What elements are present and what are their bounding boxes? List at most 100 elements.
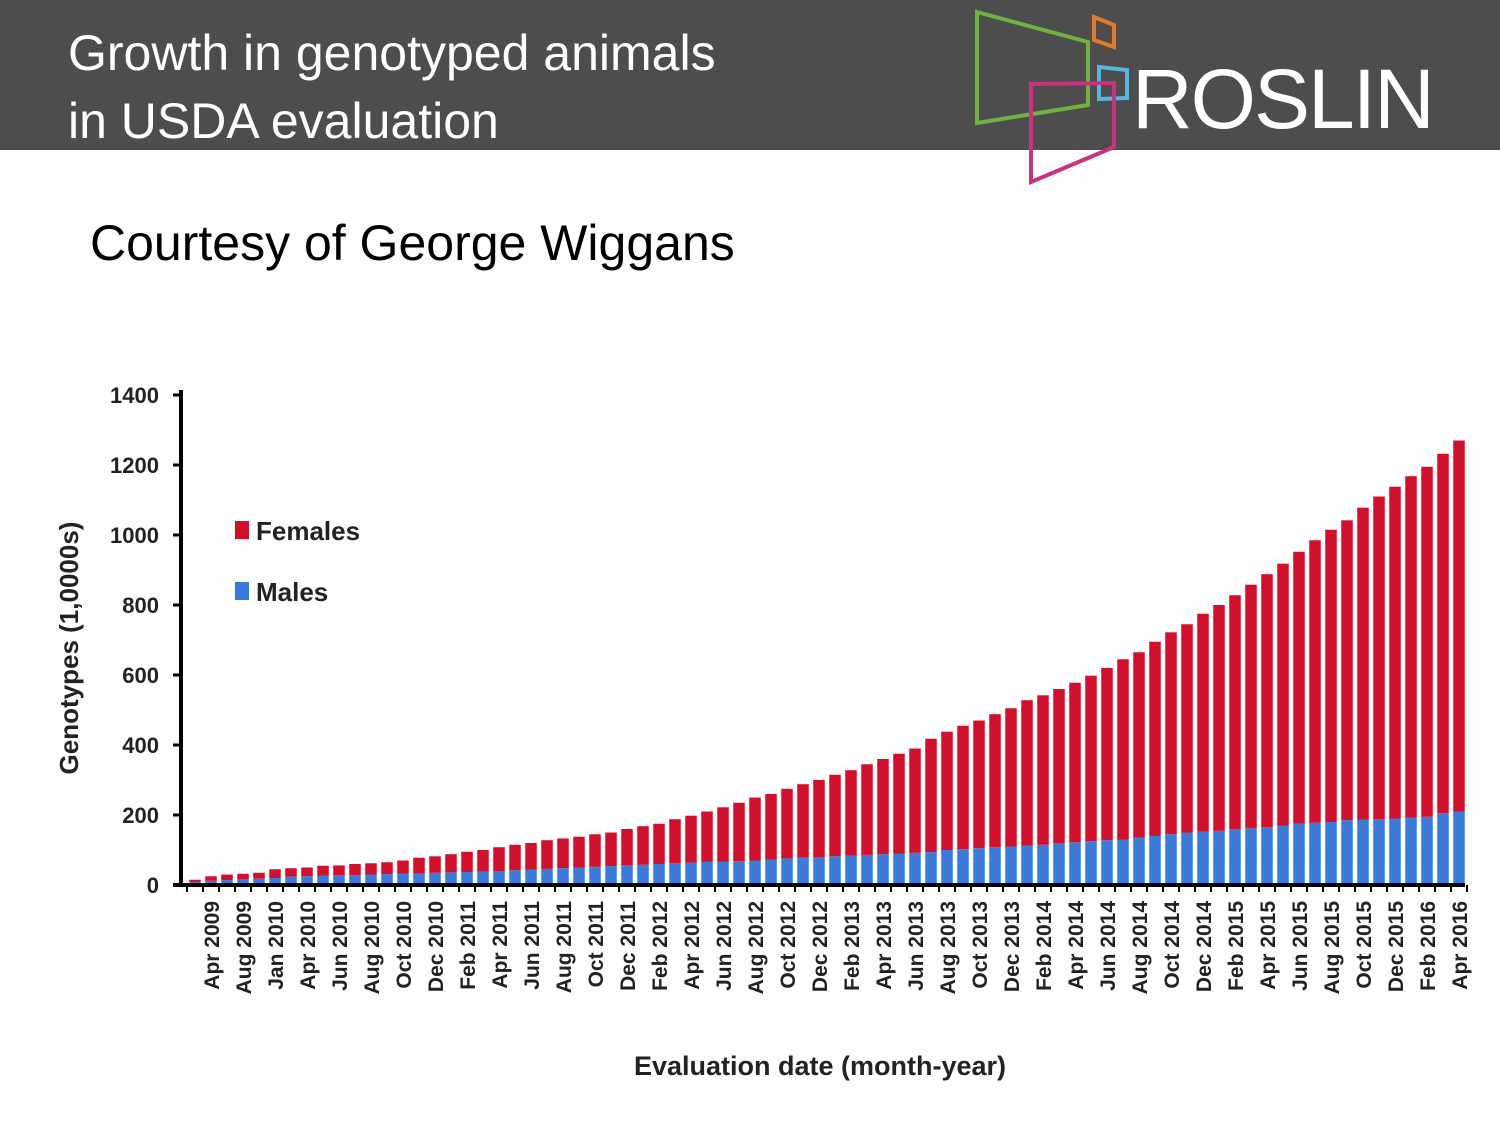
bar-segment (893, 753, 905, 854)
x-tick-label: Feb 2011 (457, 901, 480, 990)
x-tick-label: Dec 2013 (1001, 901, 1024, 992)
logo-text: ROSLIN (1132, 52, 1433, 146)
bar-segment (733, 802, 745, 862)
x-tick-label: Jun 2012 (713, 901, 736, 991)
bar-segment (1037, 844, 1049, 885)
x-tick-label: Apr 2015 (1257, 901, 1280, 990)
bar-segment (381, 874, 393, 885)
bar-segment (205, 880, 217, 885)
bar-segment (701, 811, 713, 862)
bar-segment (1389, 818, 1401, 885)
bar-segment (941, 850, 953, 885)
bar-segment (493, 871, 505, 885)
bar-segment (1213, 605, 1225, 831)
bar-segment (1101, 840, 1113, 885)
x-tick-label: Feb 2015 (1225, 901, 1248, 991)
bar-segment (253, 878, 265, 885)
bar-segment (1005, 708, 1017, 847)
x-tick-label: Aug 2010 (361, 901, 384, 994)
bar-segment (1277, 563, 1289, 826)
bar-segment (1453, 440, 1465, 812)
x-tick-label: Jun 2010 (329, 901, 352, 991)
legend-label: Males (256, 577, 328, 607)
x-tick-label: Apr 2012 (681, 901, 704, 990)
bar-segment (861, 764, 873, 855)
bar-segment (861, 854, 873, 885)
bar-segment (845, 770, 857, 856)
bar-segment (1405, 476, 1417, 818)
bar-segment (1165, 834, 1177, 885)
bar-segment (1229, 829, 1241, 885)
bar-segment (189, 879, 201, 883)
bar-segment (765, 859, 777, 885)
bar-segment (717, 807, 729, 862)
x-tick-label: Dec 2015 (1385, 901, 1408, 992)
bar-segment (301, 876, 313, 885)
bar-segment (1021, 845, 1033, 885)
bar-segment (1085, 675, 1097, 842)
bar-segment (317, 875, 329, 885)
x-tick-label: Feb 2016 (1417, 901, 1440, 991)
x-tick-label: Dec 2010 (425, 901, 448, 992)
bar-segment (1117, 839, 1129, 885)
bar-segment (445, 854, 457, 873)
bar-segment (1373, 819, 1385, 885)
bar-segment (941, 731, 953, 850)
bar-segment (1261, 574, 1273, 828)
x-tick-label: Feb 2012 (649, 901, 672, 991)
bar-segment (285, 876, 297, 885)
bar-segment (1357, 819, 1369, 885)
bar-segment (365, 863, 377, 875)
y-axis-label: Genotypes (1,0000s) (54, 522, 84, 775)
bar-segment (1245, 828, 1257, 885)
bar-segment (1149, 836, 1161, 885)
bar-segment (989, 847, 1001, 885)
bar-segment (1213, 830, 1225, 885)
x-tick-label: Jun 2011 (521, 901, 544, 990)
bar-segment (1117, 659, 1129, 840)
x-tick-label: Aug 2014 (1129, 901, 1152, 995)
x-tick-label: Oct 2011 (585, 901, 608, 988)
bar-segment (1453, 811, 1465, 885)
bar-segment (1421, 466, 1433, 817)
bar-segment (669, 863, 681, 885)
x-tick-label: Dec 2012 (809, 901, 832, 992)
bar-segment (637, 864, 649, 885)
bar-segment (1053, 689, 1065, 843)
bar-segment (429, 856, 441, 873)
bar-segment (1325, 529, 1337, 822)
bar-segment (573, 867, 585, 885)
bar-segment (477, 871, 489, 885)
bar-segment (461, 851, 473, 873)
bar-segment (797, 784, 809, 858)
bar-segment (381, 862, 393, 875)
bar-segment (573, 836, 585, 868)
bar-segment (1037, 695, 1049, 845)
bar-segment (237, 879, 249, 885)
bar-segment (765, 794, 777, 860)
bar-segment (1341, 820, 1353, 885)
bar-segment (685, 815, 697, 863)
x-tick-label: Aug 2015 (1321, 901, 1344, 995)
bar-segment (557, 838, 569, 869)
bar-segment (349, 864, 361, 876)
y-tick-label: 200 (122, 803, 159, 828)
x-tick-label: Jun 2013 (905, 901, 928, 991)
bar-segment (541, 868, 553, 885)
bar-segment (269, 869, 281, 878)
bar-segment (973, 720, 985, 849)
subtitle: Courtesy of George Wiggans (90, 215, 735, 271)
bar-segment (477, 850, 489, 872)
bar-segment (893, 853, 905, 885)
x-tick-label: Apr 2014 (1065, 901, 1088, 990)
bar-segment (1437, 453, 1449, 814)
x-tick-label: Aug 2009 (233, 901, 256, 994)
x-tick-label: Aug 2012 (745, 901, 768, 994)
bar-segment (717, 861, 729, 885)
bar-segment (653, 864, 665, 885)
bar-segment (525, 869, 537, 885)
bar-segment (221, 874, 233, 881)
bar-segment (781, 788, 793, 859)
bar-segment (493, 847, 505, 871)
